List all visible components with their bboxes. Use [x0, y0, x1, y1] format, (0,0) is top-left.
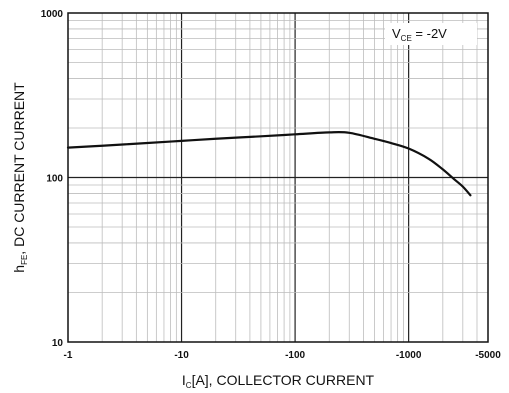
x-tick-label: -100: [285, 350, 305, 361]
series-layer: [66, 130, 472, 197]
x-axis-title: IC[A], COLLECTOR CURRENT: [182, 372, 375, 390]
annotation-main: V: [392, 26, 401, 41]
y-tick-label: 10: [52, 338, 64, 349]
y-axis-title-main: h: [11, 265, 27, 273]
x-axis-title-main: I: [182, 372, 186, 388]
grid-layer: [68, 13, 488, 342]
x-tick-label: -1000: [396, 350, 422, 361]
y-axis-title-sub: FE: [20, 255, 29, 265]
x-axis-title-rest: [A], COLLECTOR CURRENT: [192, 372, 375, 388]
y-tick-label: 100: [46, 174, 63, 185]
y-axis-title-rest: , DC CURRENT CURRENT: [11, 82, 27, 255]
annotation-rest: = -2V: [412, 26, 447, 41]
y-tick-label: 1000: [41, 9, 64, 20]
x-tick-label: -1: [64, 350, 73, 361]
tick-label-layer: -1 -10 -100 -1000 -5000 10 100 1000: [41, 9, 501, 361]
annotation-text: VCE = -2V: [392, 26, 447, 43]
plot-frame: [67, 12, 489, 343]
vce-annotation: VCE = -2V: [385, 23, 477, 45]
y-axis-title: hFE, DC CURRENT CURRENT: [11, 82, 29, 273]
annotation-box: [385, 23, 477, 45]
annotation-sub: CE: [401, 34, 412, 43]
x-axis-title-sub: C: [186, 381, 192, 390]
x-tick-label: -10: [174, 350, 189, 361]
series-line-0: [66, 130, 472, 197]
x-tick-label: -5000: [475, 350, 501, 361]
